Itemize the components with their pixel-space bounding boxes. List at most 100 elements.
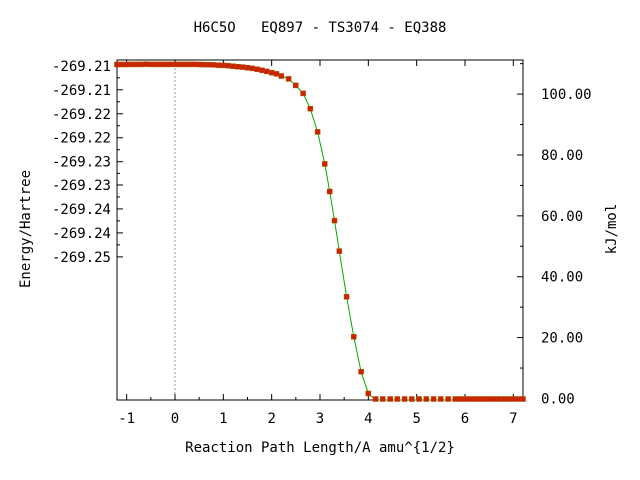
x-tick-label: 1 bbox=[219, 411, 227, 427]
data-point bbox=[445, 396, 451, 402]
data-point bbox=[119, 61, 125, 68]
data-point bbox=[505, 396, 512, 402]
data-point bbox=[152, 61, 159, 68]
x-axis-label: Reaction Path Length/A amu^{1/2} bbox=[185, 440, 455, 456]
data-point bbox=[230, 63, 236, 69]
y2-tick-label: 20.00 bbox=[541, 331, 583, 347]
data-point bbox=[423, 396, 430, 402]
data-point bbox=[322, 161, 328, 167]
data-point bbox=[409, 396, 415, 402]
data-point bbox=[206, 61, 212, 68]
data-point bbox=[210, 62, 217, 68]
x-tick-label: 3 bbox=[316, 411, 324, 427]
y2-tick-label: 100.00 bbox=[541, 87, 592, 103]
y-tick-label: -269.21 bbox=[52, 83, 111, 99]
data-point bbox=[167, 61, 173, 68]
data-point bbox=[285, 76, 292, 82]
y-tick-label: -269.23 bbox=[52, 155, 111, 171]
data-point bbox=[225, 62, 231, 69]
y2-tick-label: 60.00 bbox=[541, 209, 583, 225]
data-point bbox=[343, 294, 350, 300]
data-point bbox=[387, 396, 393, 402]
data-point bbox=[471, 396, 478, 402]
y-axis-left: -269.21 -269.21 -269.22 -269.22 -269.23 -269.… bbox=[52, 59, 123, 266]
data-point bbox=[510, 396, 517, 402]
data-point bbox=[143, 61, 149, 67]
data-point bbox=[430, 396, 437, 402]
data-point bbox=[128, 61, 135, 68]
data-point bbox=[467, 396, 473, 402]
y-tick-label: -269.24 bbox=[52, 226, 111, 242]
data-point bbox=[462, 396, 468, 402]
energy-curve bbox=[117, 63, 523, 401]
x-tick-label: 6 bbox=[461, 411, 469, 427]
data-point bbox=[181, 61, 188, 68]
data-point bbox=[239, 64, 246, 70]
x-tick-label: 4 bbox=[364, 411, 372, 427]
data-point bbox=[314, 129, 321, 135]
x-tick-label: -1 bbox=[118, 411, 135, 427]
data-point bbox=[358, 368, 364, 375]
data-point bbox=[300, 90, 306, 97]
data-point bbox=[172, 61, 178, 68]
x-tick-label: 0 bbox=[171, 411, 179, 427]
x-tick-label: 7 bbox=[509, 411, 517, 427]
data-point bbox=[401, 396, 408, 402]
data-point bbox=[268, 69, 275, 76]
y-tick-label: -269.24 bbox=[52, 202, 111, 218]
data-point bbox=[416, 396, 422, 402]
data-point bbox=[196, 61, 202, 68]
data-point bbox=[215, 62, 222, 68]
data-point bbox=[273, 71, 280, 77]
data-point bbox=[162, 61, 169, 68]
data-point bbox=[394, 396, 401, 402]
y2-tick-label: 0.00 bbox=[541, 391, 575, 407]
y2-tick-label: 80.00 bbox=[541, 148, 583, 164]
data-point bbox=[500, 396, 507, 402]
data-point bbox=[326, 188, 333, 195]
data-point bbox=[372, 396, 379, 402]
y-tick-label: -269.23 bbox=[52, 178, 111, 194]
data-point bbox=[336, 248, 343, 254]
data-point bbox=[496, 396, 502, 402]
data-point bbox=[457, 396, 463, 402]
data-point bbox=[264, 68, 270, 75]
data-point bbox=[438, 396, 444, 402]
data-point bbox=[254, 66, 260, 73]
data-point bbox=[220, 62, 227, 69]
data-point bbox=[351, 334, 357, 340]
chart-title: H6C5O EQ897 - TS3074 - EQ388 bbox=[194, 20, 447, 36]
data-point bbox=[249, 65, 256, 72]
y-axis-right: 100.00 80.00 60.00 40.00 20.00 0.00 bbox=[517, 63, 592, 407]
data-point bbox=[201, 61, 207, 68]
data-point bbox=[486, 396, 492, 402]
data-point bbox=[123, 61, 130, 68]
data-point bbox=[191, 61, 198, 68]
data-point bbox=[331, 217, 338, 224]
data-point bbox=[148, 61, 154, 68]
data-point bbox=[520, 396, 526, 402]
y2-axis-label: kJ/mol bbox=[604, 204, 620, 255]
data-point bbox=[476, 396, 483, 402]
data-point bbox=[307, 105, 314, 112]
y-tick-label: -269.22 bbox=[52, 131, 111, 147]
data-point bbox=[157, 61, 164, 68]
data-point bbox=[515, 396, 521, 402]
data-point bbox=[278, 73, 285, 79]
data-point bbox=[452, 396, 459, 402]
data-point bbox=[133, 61, 140, 68]
y2-tick-label: 40.00 bbox=[541, 270, 583, 286]
data-point bbox=[186, 61, 193, 68]
plot-frame bbox=[116, 59, 524, 401]
data-point bbox=[365, 390, 372, 397]
x-tick-label: 5 bbox=[412, 411, 420, 427]
x-axis: -1 0 1 2 3 4 5 6 7 bbox=[118, 60, 518, 427]
y-tick-label: -269.22 bbox=[52, 107, 111, 123]
data-point bbox=[244, 64, 251, 71]
data-points bbox=[114, 61, 526, 402]
data-point bbox=[380, 396, 386, 402]
x-tick-label: 2 bbox=[267, 411, 275, 427]
y-tick-label: -269.21 bbox=[52, 59, 111, 75]
data-point bbox=[114, 61, 120, 68]
